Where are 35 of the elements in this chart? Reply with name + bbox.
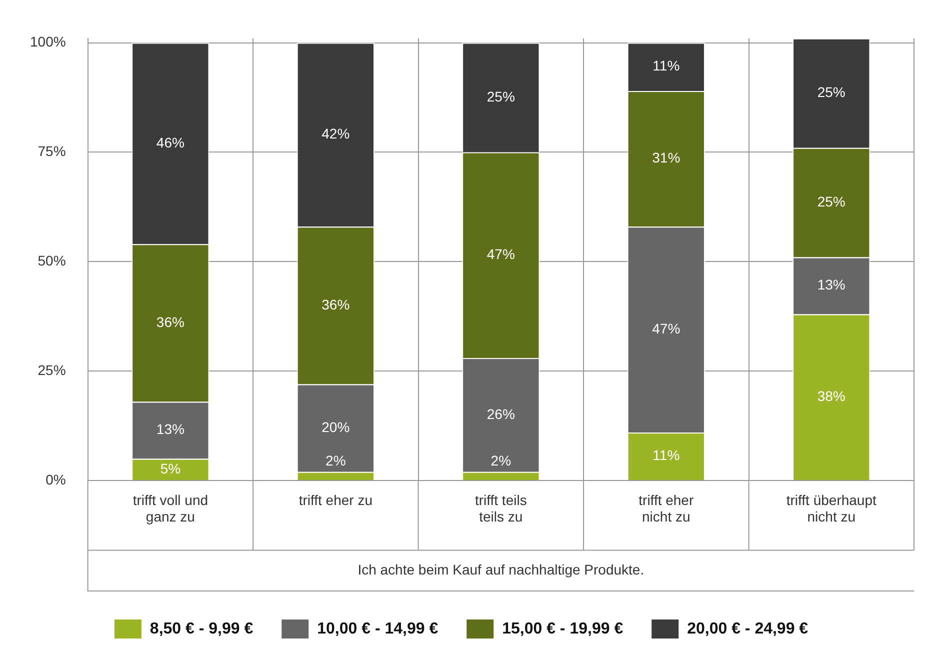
data-label: 31% bbox=[652, 150, 680, 166]
y-tick-label: 75% bbox=[38, 143, 66, 160]
legend-label: 8,50 € - 9,99 € bbox=[150, 620, 254, 638]
y-tick-label: 0% bbox=[46, 471, 66, 488]
legend-label: 20,00 € - 24,99 € bbox=[687, 620, 808, 638]
legend-label: 10,00 € - 14,99 € bbox=[317, 620, 438, 638]
x-axis-title: Ich achte beim Kauf auf nachhaltige Produkte. bbox=[358, 561, 644, 578]
y-tick-label: 50% bbox=[38, 252, 66, 269]
data-label: 38% bbox=[817, 388, 846, 404]
data-label: 42% bbox=[322, 126, 350, 142]
data-label: 5% bbox=[160, 460, 181, 476]
x-tick-label: trifft überhaupt nicht zu bbox=[786, 492, 876, 525]
data-label: 25% bbox=[817, 193, 846, 210]
y-tick-label: 25% bbox=[38, 362, 66, 378]
data-label: 47% bbox=[486, 246, 515, 262]
data-label: 25% bbox=[486, 88, 515, 104]
data-label: 20% bbox=[322, 418, 350, 435]
data-label: 2% bbox=[326, 452, 346, 469]
data-label: 11% bbox=[652, 58, 680, 74]
data-label: 26% bbox=[486, 406, 515, 422]
data-label: 25% bbox=[817, 84, 846, 100]
data-label: 47% bbox=[652, 320, 680, 336]
legend-label: 15,00 € - 19,99 € bbox=[502, 620, 624, 638]
y-tick-label: 100% bbox=[30, 34, 66, 50]
x-tick-label: trifft voll und ganz zu bbox=[132, 492, 208, 525]
data-label: 13% bbox=[817, 276, 846, 293]
data-label: 36% bbox=[322, 296, 350, 312]
data-label: 2% bbox=[490, 452, 512, 469]
x-tick-label: trifft eher nicht zu bbox=[638, 492, 694, 525]
data-label: 36% bbox=[156, 314, 184, 330]
data-label: 46% bbox=[156, 134, 184, 150]
data-label: 13% bbox=[156, 421, 184, 438]
x-tick-label: trifft teils teils zu bbox=[474, 492, 527, 525]
data-label: 11% bbox=[652, 447, 680, 464]
x-tick-label: trifft eher zu bbox=[298, 492, 372, 508]
